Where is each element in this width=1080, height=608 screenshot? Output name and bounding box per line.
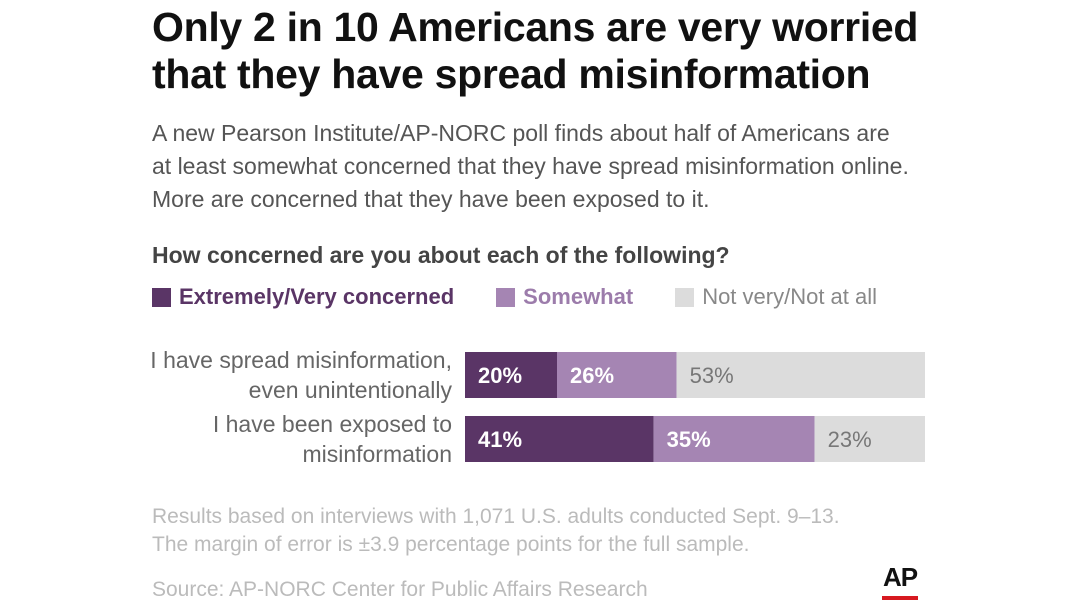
bar-segment-not <box>814 416 925 462</box>
chart-question: How concerned are you about each of the … <box>152 242 730 268</box>
category-label: I have been exposed to misinformation <box>213 411 452 467</box>
legend-label-somewhat: Somewhat <box>523 284 634 309</box>
category-label: I have spread misinformation, even uninte… <box>150 347 452 403</box>
source-line: Source: AP-NORC Center for Public Affair… <box>152 578 648 601</box>
methodology-note: Results based on interviews with 1,071 U… <box>152 505 840 556</box>
legend-item-somewhat: Somewhat <box>496 284 633 310</box>
bar-segment-extremely <box>465 416 654 462</box>
chart-title: Only 2 in 10 Americans are very worried … <box>152 4 919 97</box>
legend-label-not: Not very/Not at all <box>702 284 878 309</box>
data-label-somewhat: 26% <box>570 363 614 388</box>
legend-item-not: Not very/Not at all <box>675 284 877 310</box>
legend-swatch-extremely <box>152 287 171 307</box>
data-label-extremely: 20% <box>478 363 522 388</box>
data-label-not: 23% <box>828 427 872 452</box>
bar-segment-somewhat <box>557 352 677 398</box>
legend-swatch-somewhat <box>496 287 516 307</box>
bar-segment-not <box>676 352 925 398</box>
ap-logo-underline <box>882 596 918 600</box>
legend: Extremely/Very concerned Somewhat Not ve… <box>152 283 919 311</box>
legend-item-extremely: Extremely/Very concerned <box>152 284 454 310</box>
data-label-somewhat: 35% <box>667 427 711 452</box>
data-label-extremely: 41% <box>478 427 522 452</box>
ap-logo: AP <box>882 562 918 592</box>
chart-subtitle: A new Pearson Institute/AP-NORC poll fin… <box>152 120 909 212</box>
data-label-not: 53% <box>690 363 734 388</box>
bar-segment-extremely <box>465 352 557 398</box>
stacked-bar-chart: I have spread misinformation, even uninte… <box>150 347 925 467</box>
legend-label-extremely: Extremely/Very concerned <box>179 284 455 309</box>
bar-segment-somewhat <box>653 416 815 462</box>
legend-swatch-not <box>675 287 695 307</box>
